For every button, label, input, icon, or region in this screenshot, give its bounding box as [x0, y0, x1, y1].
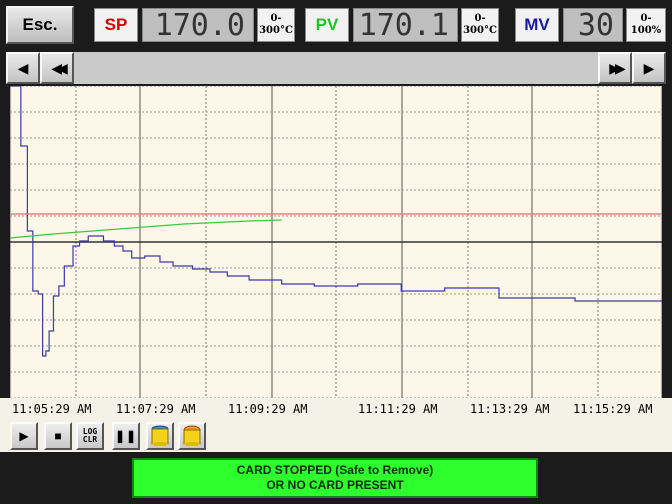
time-tick: 11:09:29 AM: [228, 402, 308, 416]
card-orange-button[interactable]: [178, 422, 206, 450]
pv-label: PV: [305, 8, 349, 42]
triangle-right-icon: ▶: [643, 59, 655, 76]
scroll-track[interactable]: [74, 52, 598, 84]
trend-chart: [10, 86, 662, 398]
sp-range: 0- 300°C: [257, 8, 295, 42]
status-bar: CARD STOPPED (Safe to Remove) OR NO CARD…: [0, 452, 672, 504]
escape-button[interactable]: Esc.: [6, 6, 74, 44]
card-blue-icon: [151, 425, 169, 446]
fast-left-button[interactable]: ◀◀: [40, 52, 74, 84]
pause-button[interactable]: ❚❚: [112, 422, 140, 450]
time-tick: 11:05:29 AM: [12, 402, 92, 416]
log-clear-bottom: CLR: [82, 435, 98, 444]
double-triangle-left-icon: ◀◀: [51, 59, 67, 76]
time-tick: 11:07:29 AM: [116, 402, 196, 416]
pause-icon: ❚❚: [114, 429, 138, 443]
sp-label-text: SP: [104, 15, 128, 34]
play-button[interactable]: ▶: [10, 422, 38, 450]
scroll-left-button[interactable]: ◀: [6, 52, 40, 84]
status-line-2: OR NO CARD PRESENT: [266, 478, 404, 492]
time-tick: 11:13:29 AM: [470, 402, 550, 416]
pv-range-bottom: 300°C: [463, 25, 497, 36]
mv-range-top: 0-: [640, 13, 652, 24]
mv-value: 30: [563, 8, 623, 43]
pv-value: 170.1: [353, 8, 458, 43]
pv-range-top: 0-: [474, 13, 486, 24]
time-tick: 11:11:29 AM: [358, 402, 438, 416]
sp-label: SP: [94, 8, 138, 42]
stop-button[interactable]: ■: [44, 422, 72, 450]
triangle-left-icon: ◀: [17, 59, 29, 76]
logger-toolbar: ▶ ■ LOG CLR ❚❚: [0, 420, 672, 452]
card-status-message: CARD STOPPED (Safe to Remove) OR NO CARD…: [132, 458, 538, 498]
trend-chart-svg: [10, 86, 662, 398]
play-icon: ▶: [19, 429, 29, 443]
time-axis: 11:05:29 AM 11:07:29 AM 11:09:29 AM 11:1…: [0, 398, 672, 420]
fast-right-button[interactable]: ▶▶: [598, 52, 632, 84]
stop-icon: ■: [54, 429, 62, 443]
pv-range: 0- 300°C: [461, 8, 499, 42]
mv-label: MV: [515, 8, 559, 42]
scroll-right-button[interactable]: ▶: [632, 52, 666, 84]
series-line-0: [10, 86, 662, 357]
card-blue-button[interactable]: [146, 422, 174, 450]
sp-range-top: 0-: [270, 13, 282, 24]
status-line-1: CARD STOPPED (Safe to Remove): [236, 463, 434, 477]
time-tick: 11:15:29 AM: [573, 402, 653, 416]
pv-label-text: PV: [315, 15, 339, 34]
double-triangle-right-icon: ▶▶: [609, 59, 625, 76]
header-bar: Esc. SP 170.0 0- 300°C PV 170.1 0- 300°C…: [0, 0, 672, 50]
mv-range-bottom: 100%: [630, 25, 662, 36]
scroll-bar: ◀ ◀◀ ▶▶ ▶: [0, 50, 672, 86]
card-orange-icon: [183, 425, 201, 446]
sp-range-bottom: 300°C: [259, 25, 293, 36]
log-clear-button[interactable]: LOG CLR: [76, 422, 104, 450]
mv-range: 0- 100%: [626, 8, 666, 42]
series-line-1: [10, 219, 282, 239]
mv-label-text: MV: [524, 15, 550, 34]
log-clear-top: LOG: [82, 427, 98, 436]
sp-value: 170.0: [142, 8, 254, 43]
